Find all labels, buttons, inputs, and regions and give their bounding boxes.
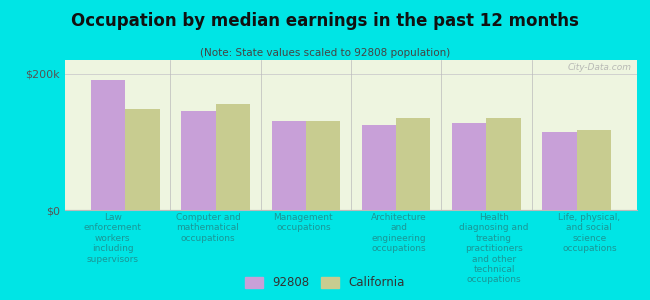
Bar	[577, 130, 611, 210]
Text: Computer and
mathematical
occupations: Computer and mathematical occupations	[176, 213, 240, 243]
Text: Occupation by median earnings in the past 12 months: Occupation by median earnings in the pas…	[71, 12, 579, 30]
Text: City-Data.com: City-Data.com	[567, 63, 631, 72]
Bar	[181, 111, 216, 210]
Text: Law
enforcement
workers
including
supervisors: Law enforcement workers including superv…	[84, 213, 142, 264]
Bar	[306, 122, 340, 210]
Bar	[362, 125, 396, 210]
Bar	[216, 104, 250, 210]
Bar	[486, 118, 521, 210]
Bar	[542, 132, 577, 210]
Bar	[272, 122, 306, 210]
Text: Life, physical,
and social
science
occupations: Life, physical, and social science occup…	[558, 213, 620, 253]
Text: Health
diagnosing and
treating
practitioners
and other
technical
occupations: Health diagnosing and treating practitio…	[460, 213, 528, 284]
Legend: 92808, California: 92808, California	[240, 272, 410, 294]
Bar	[396, 118, 430, 210]
Bar	[452, 123, 486, 210]
Text: (Note: State values scaled to 92808 population): (Note: State values scaled to 92808 popu…	[200, 48, 450, 58]
Text: Architecture
and
engineering
occupations: Architecture and engineering occupations	[370, 213, 426, 253]
Text: Management
occupations: Management occupations	[274, 213, 333, 233]
Bar	[125, 109, 160, 210]
Bar	[91, 80, 125, 210]
